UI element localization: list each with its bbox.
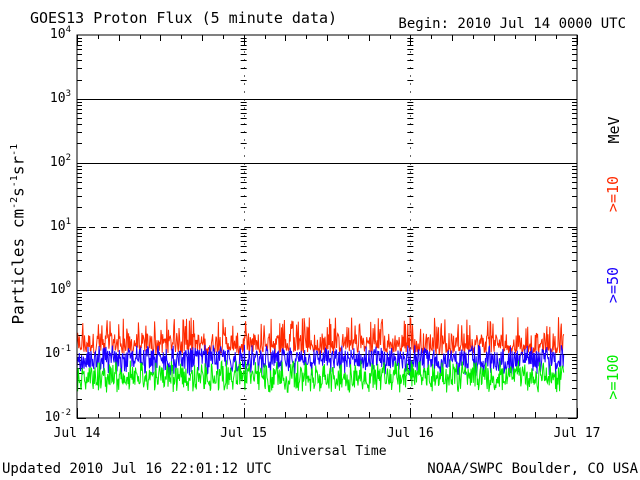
y-tick-base: 10 [49,282,66,298]
unit-label: MeV [605,116,623,144]
y-tick-base: 10 [44,346,61,362]
y-tick-exponent: -2 [60,408,71,418]
y-tick-base: 10 [49,154,66,170]
y-tick-exponent: 3 [65,88,71,99]
y-tick-exponent: 2 [65,152,71,163]
y-axis-label: Particles cm-2s-1sr-1 [8,143,28,325]
series-line-ge100 [76,359,565,393]
series-line-ge10 [76,316,565,356]
x-tick-label: Jul 14 [53,426,101,441]
y-tick-label: 103 [39,88,71,106]
series-layer [76,316,565,393]
x-tick-label: Jul 15 [220,426,268,441]
plot-frame [76,34,578,419]
y-tick-exponent: 1 [65,216,71,227]
legend-ge50: >=50 [604,266,622,304]
y-tick-exponent: -1 [60,344,71,355]
legend-ge10: >=10 [604,175,622,213]
y-tick-label: 104 [39,25,71,42]
x-tick-label: Jul 17 [553,426,601,441]
y-tick-label: 100 [39,280,71,298]
y-tick-base: 10 [49,27,66,42]
credit-label: NOAA/SWPC Boulder, CO USA [427,461,638,477]
y-tick-label: 10-2 [39,408,72,425]
x-axis-label: Universal Time [277,444,387,459]
y-tick-base: 10 [49,90,66,106]
y-tick-base: 10 [44,410,61,425]
y-tick-exponent: 0 [65,280,71,291]
y-tick-label: 10-1 [39,344,72,362]
legend-ge100: >=100 [604,354,622,400]
y-tick-exponent: 4 [65,25,71,35]
x-tick-label: Jul 16 [386,426,434,441]
y-tick-label: 102 [39,152,71,170]
begin-date: Begin: 2010 Jul 14 0000 UTC [398,16,626,32]
series-line-ge50 [76,344,565,376]
updated-timestamp: Updated 2010 Jul 16 22:01:12 UTC [2,461,272,477]
y-tick-base: 10 [49,218,66,234]
chart-title: GOES13 Proton Flux (5 minute data) [30,9,338,27]
y-tick-label: 101 [39,216,71,234]
